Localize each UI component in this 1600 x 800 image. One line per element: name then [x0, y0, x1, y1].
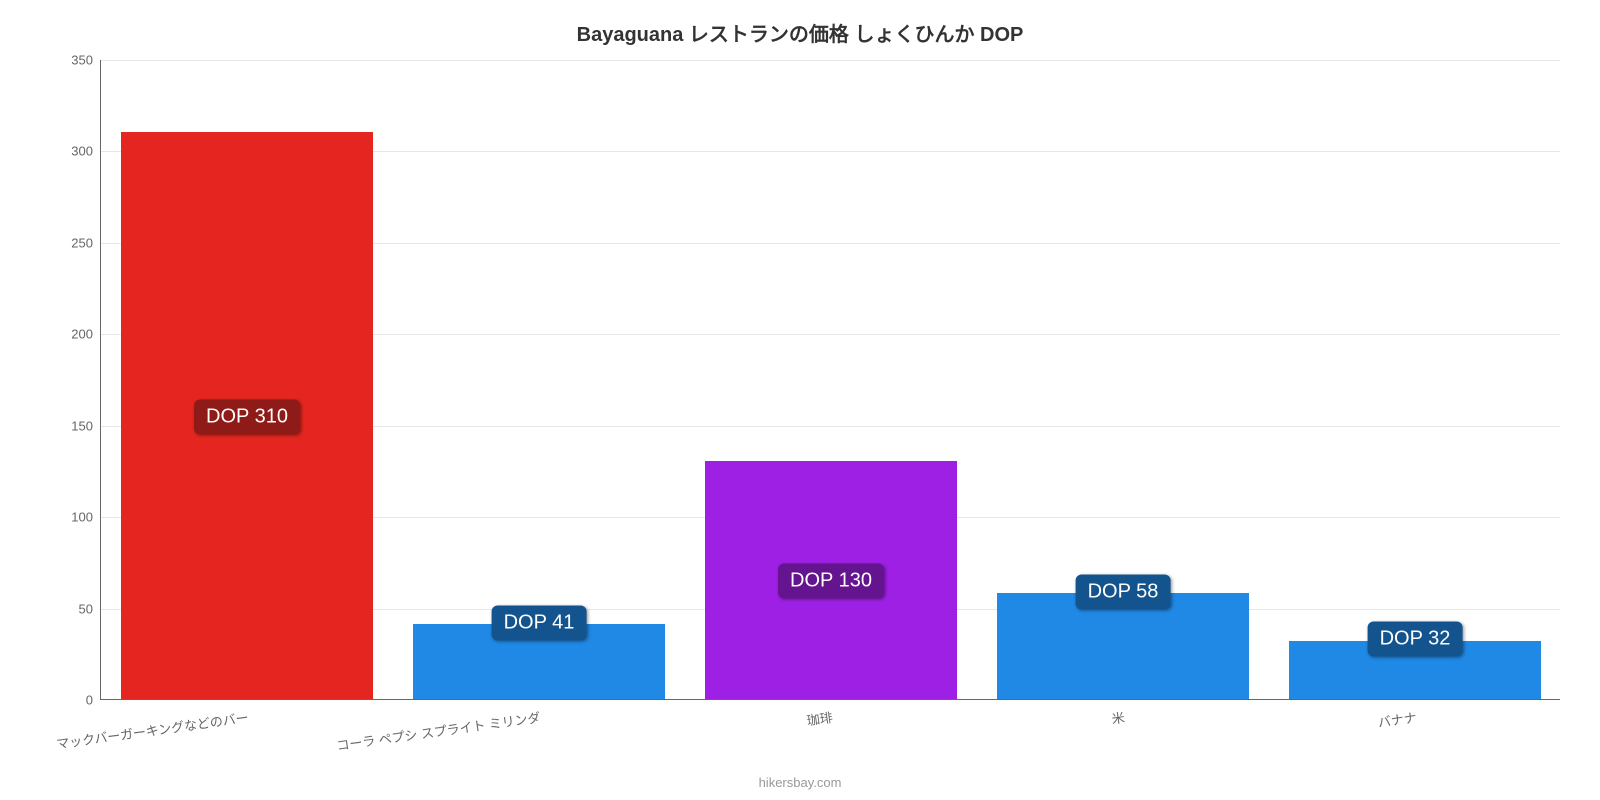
y-axis-tick-label: 250 [71, 235, 101, 250]
chart-plot-area: 050100150200250300350DOP 310マックバーガーキングなど… [100, 60, 1560, 700]
y-axis-tick-label: 150 [71, 418, 101, 433]
bar-value-label: DOP 32 [1368, 622, 1463, 657]
attribution-text: hikersbay.com [759, 775, 842, 790]
x-axis-tick-label: 米 [1109, 699, 1126, 728]
bar-value-label: DOP 58 [1076, 574, 1171, 609]
bar-value-label: DOP 310 [194, 399, 300, 434]
x-axis-tick-label: 珈琲 [804, 699, 834, 729]
x-axis-tick-label: バナナ [1375, 699, 1417, 731]
x-axis-tick-label: マックバーガーキングなどのバー [54, 699, 250, 753]
gridline [101, 60, 1560, 61]
y-axis-tick-label: 300 [71, 144, 101, 159]
y-axis-tick-label: 0 [86, 693, 101, 708]
y-axis-tick-label: 50 [79, 601, 101, 616]
y-axis-tick-label: 200 [71, 327, 101, 342]
y-axis-tick-label: 350 [71, 53, 101, 68]
chart-title: Bayaguana レストランの価格 しょくひんか DOP [0, 0, 1600, 47]
y-axis-tick-label: 100 [71, 510, 101, 525]
x-axis-tick-label: コーラ ペプシ スプライト ミリンダ [334, 699, 542, 754]
bar-value-label: DOP 41 [492, 606, 587, 641]
bar-value-label: DOP 130 [778, 564, 884, 599]
